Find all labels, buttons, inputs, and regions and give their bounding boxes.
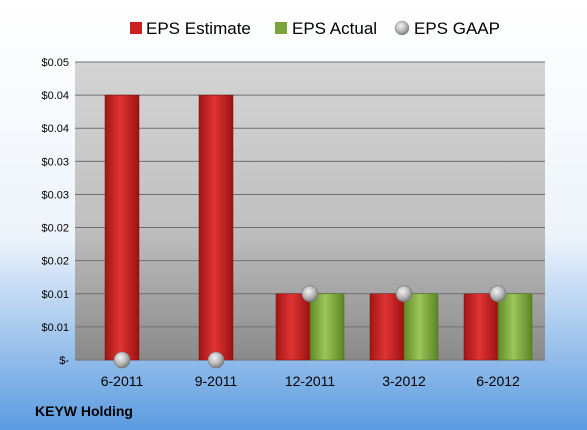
gaap-markers (113, 285, 507, 369)
y-tick-label: $0.03 (41, 156, 69, 168)
x-tick-label: 6-2012 (476, 373, 520, 389)
legend-swatch-eps-estimate (130, 22, 142, 34)
marker-eps-gaap (207, 351, 225, 369)
marker-eps-gaap (113, 351, 131, 369)
x-tick-label: 12-2011 (285, 373, 336, 389)
company-label: KEYW Holding (35, 403, 133, 419)
legend: EPS Estimate EPS Actual EPS GAAP (130, 19, 500, 38)
marker-eps-gaap (489, 285, 507, 303)
legend-label-eps-gaap: EPS GAAP (414, 19, 500, 38)
bar-eps-estimate (369, 293, 405, 361)
x-axis-ticks: 6-2011 9-2011 12-2011 3-2012 6-2012 (101, 373, 520, 389)
bar-eps-estimate (463, 293, 499, 361)
legend-label-eps-estimate: EPS Estimate (146, 19, 251, 38)
y-tick-label: $0.05 (41, 57, 69, 69)
y-tick-label: $0.04 (41, 90, 69, 102)
y-tick-label: $0.02 (41, 223, 69, 235)
y-axis-ticks: $- $0.01 $0.01 $0.02 $0.02 $0.03 $0.03 $0.04 $0.… (41, 57, 69, 367)
y-tick-label: $0.01 (41, 289, 69, 301)
bar-eps-estimate (198, 94, 234, 361)
legend-label-eps-actual: EPS Actual (292, 19, 377, 38)
marker-eps-gaap (301, 285, 319, 303)
bar-eps-actual (497, 293, 533, 361)
y-tick-label: $0.03 (41, 189, 69, 201)
y-tick-label: $0.01 (41, 322, 69, 334)
legend-swatch-eps-actual (275, 22, 287, 34)
y-tick-label: $- (59, 355, 69, 367)
bar-eps-actual (403, 293, 439, 361)
x-tick-label: 3-2012 (382, 373, 426, 389)
x-tick-label: 9-2011 (195, 373, 238, 389)
bar-eps-estimate (104, 94, 140, 361)
x-tick-label: 6-2011 (101, 373, 144, 389)
bars (104, 94, 533, 361)
y-tick-label: $0.04 (41, 123, 69, 135)
bar-eps-actual (309, 293, 345, 361)
legend-marker-eps-gaap (394, 20, 410, 36)
marker-eps-gaap (395, 285, 413, 303)
bar-eps-estimate (275, 293, 311, 361)
y-tick-label: $0.02 (41, 256, 69, 268)
